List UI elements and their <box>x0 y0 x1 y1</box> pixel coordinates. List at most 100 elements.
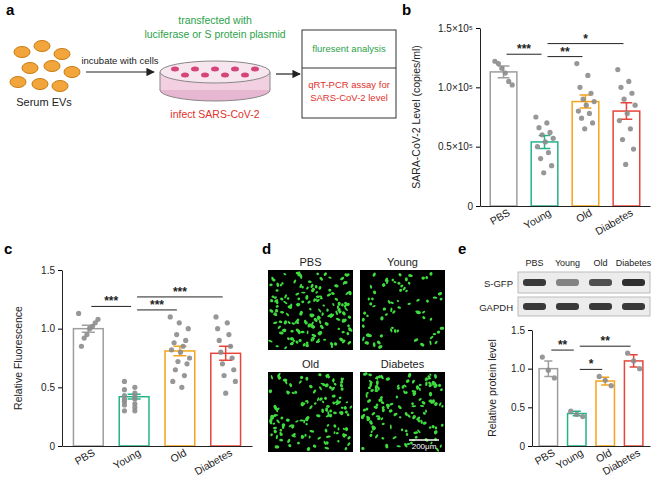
cell <box>338 396 342 400</box>
cell <box>392 436 397 440</box>
cell <box>347 442 351 447</box>
y-tick: 1.0 <box>41 323 62 334</box>
dish-cell <box>171 67 179 72</box>
cell <box>399 416 402 419</box>
chart: 00.51.01.5Relative FluorescencePBSYoungO… <box>12 265 253 478</box>
cell <box>362 372 368 377</box>
x-axis: PBSYoungOldDiabetes <box>533 446 651 477</box>
cell <box>269 308 274 313</box>
y-tick-label: 1.0 <box>41 323 55 334</box>
data-point <box>225 320 230 325</box>
blot-band <box>556 303 579 310</box>
cell <box>285 312 289 316</box>
cell <box>340 406 343 409</box>
data-point <box>184 361 189 366</box>
cell <box>415 385 419 390</box>
y-axis: 00.5×10⁵1.0×10⁵1.5×10⁵ <box>438 23 481 212</box>
cell <box>299 375 304 380</box>
x-tick: PBS <box>73 446 97 467</box>
cell <box>329 409 332 412</box>
cell <box>310 325 313 328</box>
cell <box>373 342 376 347</box>
y-axis-line <box>532 331 533 447</box>
cell <box>431 381 436 386</box>
cell <box>377 344 383 349</box>
cell <box>309 405 314 410</box>
significance-label: *** <box>517 42 531 56</box>
cell <box>341 311 346 317</box>
cell <box>341 303 344 307</box>
cell <box>282 329 287 332</box>
cell <box>318 320 321 325</box>
cell <box>268 339 273 343</box>
error-bar <box>601 377 609 385</box>
cell <box>345 273 350 278</box>
bar <box>211 353 241 446</box>
cell <box>434 340 438 344</box>
cell <box>286 418 290 422</box>
cell <box>425 276 428 279</box>
cell <box>289 383 293 388</box>
data-point <box>499 66 504 71</box>
significance-label: *** <box>104 294 118 308</box>
y-tick-mark <box>476 87 480 88</box>
cell <box>288 443 292 447</box>
cell <box>323 272 328 277</box>
data-point <box>592 99 597 104</box>
cell <box>279 428 282 432</box>
cell <box>319 324 324 330</box>
cell <box>313 298 316 302</box>
y-axis-line <box>480 29 481 207</box>
y-tick-label: 1.0 <box>511 363 525 374</box>
dish-cell <box>211 67 219 72</box>
cell <box>326 405 330 408</box>
row-label: GAPDH <box>479 302 513 313</box>
cell <box>312 389 317 394</box>
cell <box>418 397 422 401</box>
cell <box>316 414 321 418</box>
cell <box>305 422 308 425</box>
readout-box <box>302 30 396 118</box>
data-point <box>223 391 228 396</box>
dish-top <box>160 61 270 83</box>
y-tick-label: 0.5×10⁵ <box>438 141 473 152</box>
cell <box>339 411 344 415</box>
cell <box>368 297 370 300</box>
cell <box>336 432 340 435</box>
cell <box>407 414 411 418</box>
dish-cell <box>221 73 229 78</box>
cell <box>293 279 297 284</box>
cell <box>333 424 337 428</box>
cell <box>439 297 442 300</box>
bar <box>613 111 640 206</box>
cell <box>382 408 385 412</box>
cell <box>275 300 278 304</box>
cell <box>284 294 288 299</box>
cell <box>366 399 371 404</box>
y-tick-mark <box>476 206 480 207</box>
data-point <box>621 97 626 102</box>
x-tick: Old <box>574 206 594 225</box>
cell <box>347 315 351 319</box>
x-tick: Diabetes <box>593 206 635 237</box>
cell <box>318 308 322 313</box>
cell <box>396 299 399 302</box>
cell <box>321 312 324 316</box>
cell <box>301 292 306 294</box>
cell <box>362 336 366 341</box>
y-tick: 0 <box>49 441 62 452</box>
significance-label: *** <box>173 285 187 299</box>
cell <box>366 416 371 421</box>
cell <box>318 285 322 290</box>
y-tick-label: 1.5 <box>511 325 525 336</box>
y-tick-mark <box>476 28 480 29</box>
diagram-text: infect SARS-CoV-2 <box>170 108 259 120</box>
cell <box>380 316 384 321</box>
blot-strip <box>518 297 650 316</box>
cell <box>318 386 322 391</box>
data-point <box>631 358 636 363</box>
cell <box>290 341 294 345</box>
ev-particle <box>52 81 68 92</box>
data-point <box>186 326 191 331</box>
cell <box>385 377 390 381</box>
